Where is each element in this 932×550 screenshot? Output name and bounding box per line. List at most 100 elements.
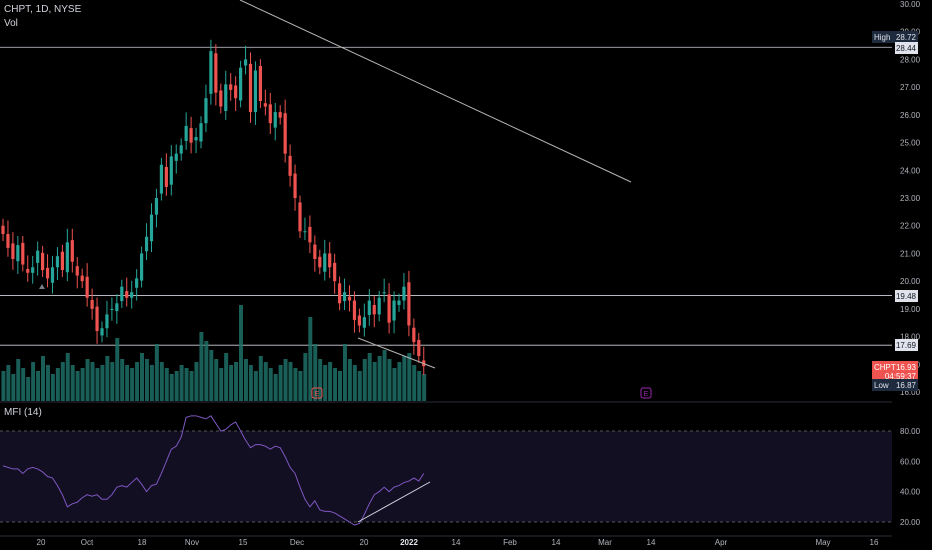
volume-bar bbox=[318, 359, 323, 401]
volume-bar bbox=[80, 368, 85, 401]
candle-body bbox=[347, 296, 352, 301]
volume-bar bbox=[268, 368, 273, 401]
candle-body bbox=[184, 125, 188, 141]
high-marker-label: High bbox=[874, 33, 890, 42]
time-tick-label: 15 bbox=[239, 538, 248, 547]
volume-bar bbox=[209, 350, 214, 401]
price-tick-label: 22.00 bbox=[900, 222, 921, 231]
volume-bar bbox=[278, 365, 283, 401]
candle-body bbox=[164, 166, 168, 187]
candle-body bbox=[115, 303, 119, 312]
last-price-value: 16.93 bbox=[896, 363, 917, 372]
candle-body bbox=[342, 292, 347, 302]
candle-body bbox=[323, 253, 327, 272]
volume-bar bbox=[70, 365, 75, 401]
volume-bar bbox=[417, 371, 422, 401]
candle-body bbox=[21, 242, 25, 265]
candle-body bbox=[214, 53, 218, 93]
price-tick-label: 21.00 bbox=[900, 249, 921, 258]
time-tick-label: Nov bbox=[185, 538, 199, 547]
symbol-legend[interactable]: CHPT, 1D, NYSE bbox=[4, 4, 82, 15]
candle-body bbox=[45, 267, 50, 279]
volume-bar bbox=[140, 353, 144, 401]
time-tick-label: 14 bbox=[452, 538, 461, 547]
candle-body bbox=[140, 253, 144, 281]
volume-bar bbox=[283, 359, 288, 401]
candle-body bbox=[80, 275, 84, 282]
volume-bar bbox=[1, 371, 6, 401]
candle-body bbox=[263, 103, 267, 107]
candle-body bbox=[318, 256, 322, 268]
volume-bar bbox=[422, 374, 427, 401]
volume-bar bbox=[135, 362, 140, 401]
volume-bar bbox=[65, 353, 70, 401]
candle-body bbox=[372, 304, 376, 315]
volume-bar bbox=[115, 338, 120, 401]
volume-bar bbox=[204, 341, 209, 401]
earnings-marker-label: E bbox=[644, 391, 649, 398]
level-marker bbox=[895, 339, 918, 351]
candle-body bbox=[85, 276, 89, 298]
candle-body bbox=[110, 308, 114, 310]
volume-bar bbox=[36, 371, 41, 401]
volume-bar bbox=[100, 365, 105, 401]
time-tick-label: Oct bbox=[81, 538, 94, 547]
candle-body bbox=[174, 153, 178, 161]
volume-bar bbox=[407, 353, 412, 401]
volume-bar bbox=[347, 359, 352, 401]
volume-bar bbox=[263, 362, 268, 401]
volume-bar bbox=[90, 362, 95, 401]
candle-body bbox=[120, 286, 124, 302]
level-marker bbox=[895, 290, 918, 302]
volume-bar bbox=[85, 359, 90, 401]
candle-body bbox=[224, 84, 228, 111]
candle-body bbox=[55, 256, 60, 268]
candle-body bbox=[268, 104, 272, 124]
candle-body bbox=[313, 244, 317, 259]
candle-body bbox=[36, 250, 40, 263]
trend-line bbox=[239, 0, 632, 183]
volume-bar bbox=[154, 344, 159, 401]
earnings-marker bbox=[311, 387, 323, 399]
candle-body bbox=[283, 113, 287, 154]
candle-body bbox=[1, 225, 5, 235]
volume-bar bbox=[105, 356, 110, 401]
candle-body bbox=[105, 314, 109, 329]
earnings-marker-label: E bbox=[315, 391, 320, 398]
volume-bar bbox=[248, 365, 253, 401]
mfi-legend[interactable]: MFI (14) bbox=[4, 407, 42, 418]
volume-bar bbox=[328, 362, 333, 401]
mfi-tick-label: 40.00 bbox=[900, 488, 921, 497]
candle-body bbox=[412, 327, 416, 343]
level-marker-value: 28.44 bbox=[896, 44, 917, 53]
candle-body bbox=[392, 300, 396, 321]
volume-bar bbox=[110, 362, 115, 401]
candle-body bbox=[229, 84, 233, 90]
volume-legend[interactable]: Vol bbox=[4, 18, 18, 29]
volume-bar bbox=[21, 368, 26, 401]
volume-bar bbox=[367, 353, 372, 401]
candle-body bbox=[144, 236, 149, 252]
high-marker bbox=[872, 31, 918, 43]
candle-body bbox=[90, 299, 94, 309]
candle-body bbox=[407, 282, 411, 326]
candle-body bbox=[179, 145, 183, 154]
volume-bar bbox=[288, 362, 293, 401]
candle-body bbox=[50, 267, 55, 283]
volume-bar bbox=[125, 365, 130, 401]
mfi-band bbox=[0, 431, 892, 522]
volume-bar bbox=[239, 305, 243, 401]
volume-bar bbox=[149, 365, 154, 401]
volume-bar bbox=[372, 362, 377, 401]
candle-body bbox=[75, 266, 79, 276]
volume-bar bbox=[184, 368, 189, 401]
low-marker bbox=[872, 379, 918, 391]
time-tick-label: 14 bbox=[647, 538, 656, 547]
volume-bar bbox=[75, 371, 80, 401]
volume-bar bbox=[392, 368, 397, 401]
time-tick-label: 2022 bbox=[400, 538, 418, 547]
candle-body bbox=[377, 297, 381, 315]
volume-bar bbox=[95, 368, 100, 401]
volume-bar bbox=[219, 368, 224, 401]
